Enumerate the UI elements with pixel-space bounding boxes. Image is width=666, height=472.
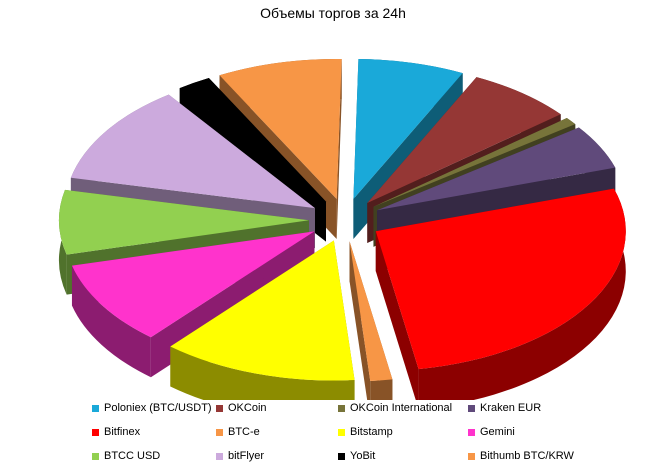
legend-item: Gemini	[468, 426, 515, 438]
legend-label: BTC-e	[228, 426, 260, 438]
legend-item: YoBit	[338, 450, 375, 462]
pie-chart	[59, 58, 626, 400]
legend-label: bitFlyer	[228, 450, 265, 462]
legend-label: OKCoin	[228, 402, 267, 414]
pie-slice-bitstamp	[170, 240, 355, 400]
pie-slice-bitfinex	[375, 188, 626, 400]
legend-item: OKCoin	[216, 402, 267, 414]
legend-swatch	[468, 452, 475, 460]
legend-swatch	[468, 428, 475, 436]
legend-label: YoBit	[350, 450, 376, 462]
legend-item: OKCoin International	[338, 402, 452, 414]
legend-label: Kraken EUR	[480, 402, 542, 414]
legend-label: Poloniex (BTC/USDT)	[104, 402, 212, 414]
legend-item: Bitfinex	[92, 426, 140, 438]
legend-swatch	[216, 428, 223, 436]
legend-label: BTCC USD	[104, 450, 161, 462]
legend-item: bitFlyer	[216, 450, 264, 462]
legend-item: Bithumb BTC/KRW	[468, 450, 574, 462]
legend-swatch	[338, 404, 345, 412]
legend-swatch	[338, 452, 345, 460]
legend-item: Kraken EUR	[468, 402, 541, 414]
legend-swatch	[92, 428, 99, 436]
legend-label: Gemini	[480, 426, 515, 438]
legend-swatch	[216, 404, 223, 412]
chart-title: Объемы торгов за 24h	[260, 5, 406, 21]
legend-item: BTC-e	[216, 426, 260, 438]
legend-item: Bitstamp	[338, 426, 393, 438]
legend-swatch	[216, 452, 223, 460]
legend-label: OKCoin International	[350, 402, 453, 414]
legend-label: Bitfinex	[104, 426, 141, 438]
legend-label: Bitstamp	[350, 426, 393, 438]
pie-slice-btc-e	[349, 241, 393, 400]
legend-label: Bithumb BTC/KRW	[480, 450, 574, 462]
legend-swatch	[92, 404, 99, 412]
legend-item: BTCC USD	[92, 450, 160, 462]
pie-slice-gemini	[71, 231, 315, 378]
legend-swatch	[338, 428, 345, 436]
legend-item: Poloniex (BTC/USDT)	[92, 402, 212, 414]
legend-swatch	[468, 404, 475, 412]
legend-swatch	[92, 452, 99, 460]
